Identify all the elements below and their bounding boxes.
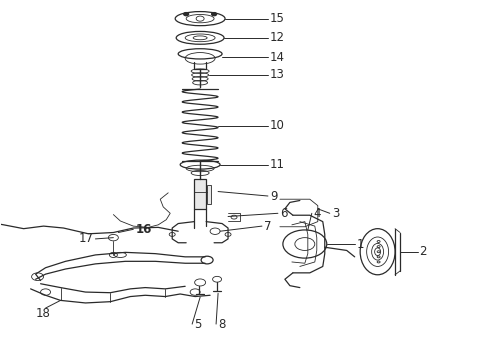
Bar bbox=[207, 185, 211, 204]
Text: 8: 8 bbox=[218, 318, 225, 330]
Text: 4: 4 bbox=[314, 207, 321, 220]
Text: 18: 18 bbox=[36, 307, 50, 320]
Text: 14: 14 bbox=[270, 50, 285, 64]
Text: 5: 5 bbox=[194, 318, 201, 330]
Text: 6: 6 bbox=[280, 207, 288, 220]
Text: 2: 2 bbox=[419, 245, 427, 258]
Bar bbox=[194, 179, 206, 209]
Text: 9: 9 bbox=[270, 189, 277, 203]
Text: 17: 17 bbox=[78, 233, 94, 246]
Text: 13: 13 bbox=[270, 68, 285, 81]
Text: 7: 7 bbox=[264, 220, 271, 233]
Text: 10: 10 bbox=[270, 119, 285, 132]
Text: 1: 1 bbox=[357, 238, 364, 251]
Text: 3: 3 bbox=[332, 207, 339, 220]
Circle shape bbox=[212, 13, 217, 16]
Text: 15: 15 bbox=[270, 12, 285, 25]
Text: 12: 12 bbox=[270, 31, 285, 44]
Text: 16: 16 bbox=[135, 223, 152, 236]
Circle shape bbox=[184, 13, 189, 16]
Text: 11: 11 bbox=[270, 158, 285, 171]
